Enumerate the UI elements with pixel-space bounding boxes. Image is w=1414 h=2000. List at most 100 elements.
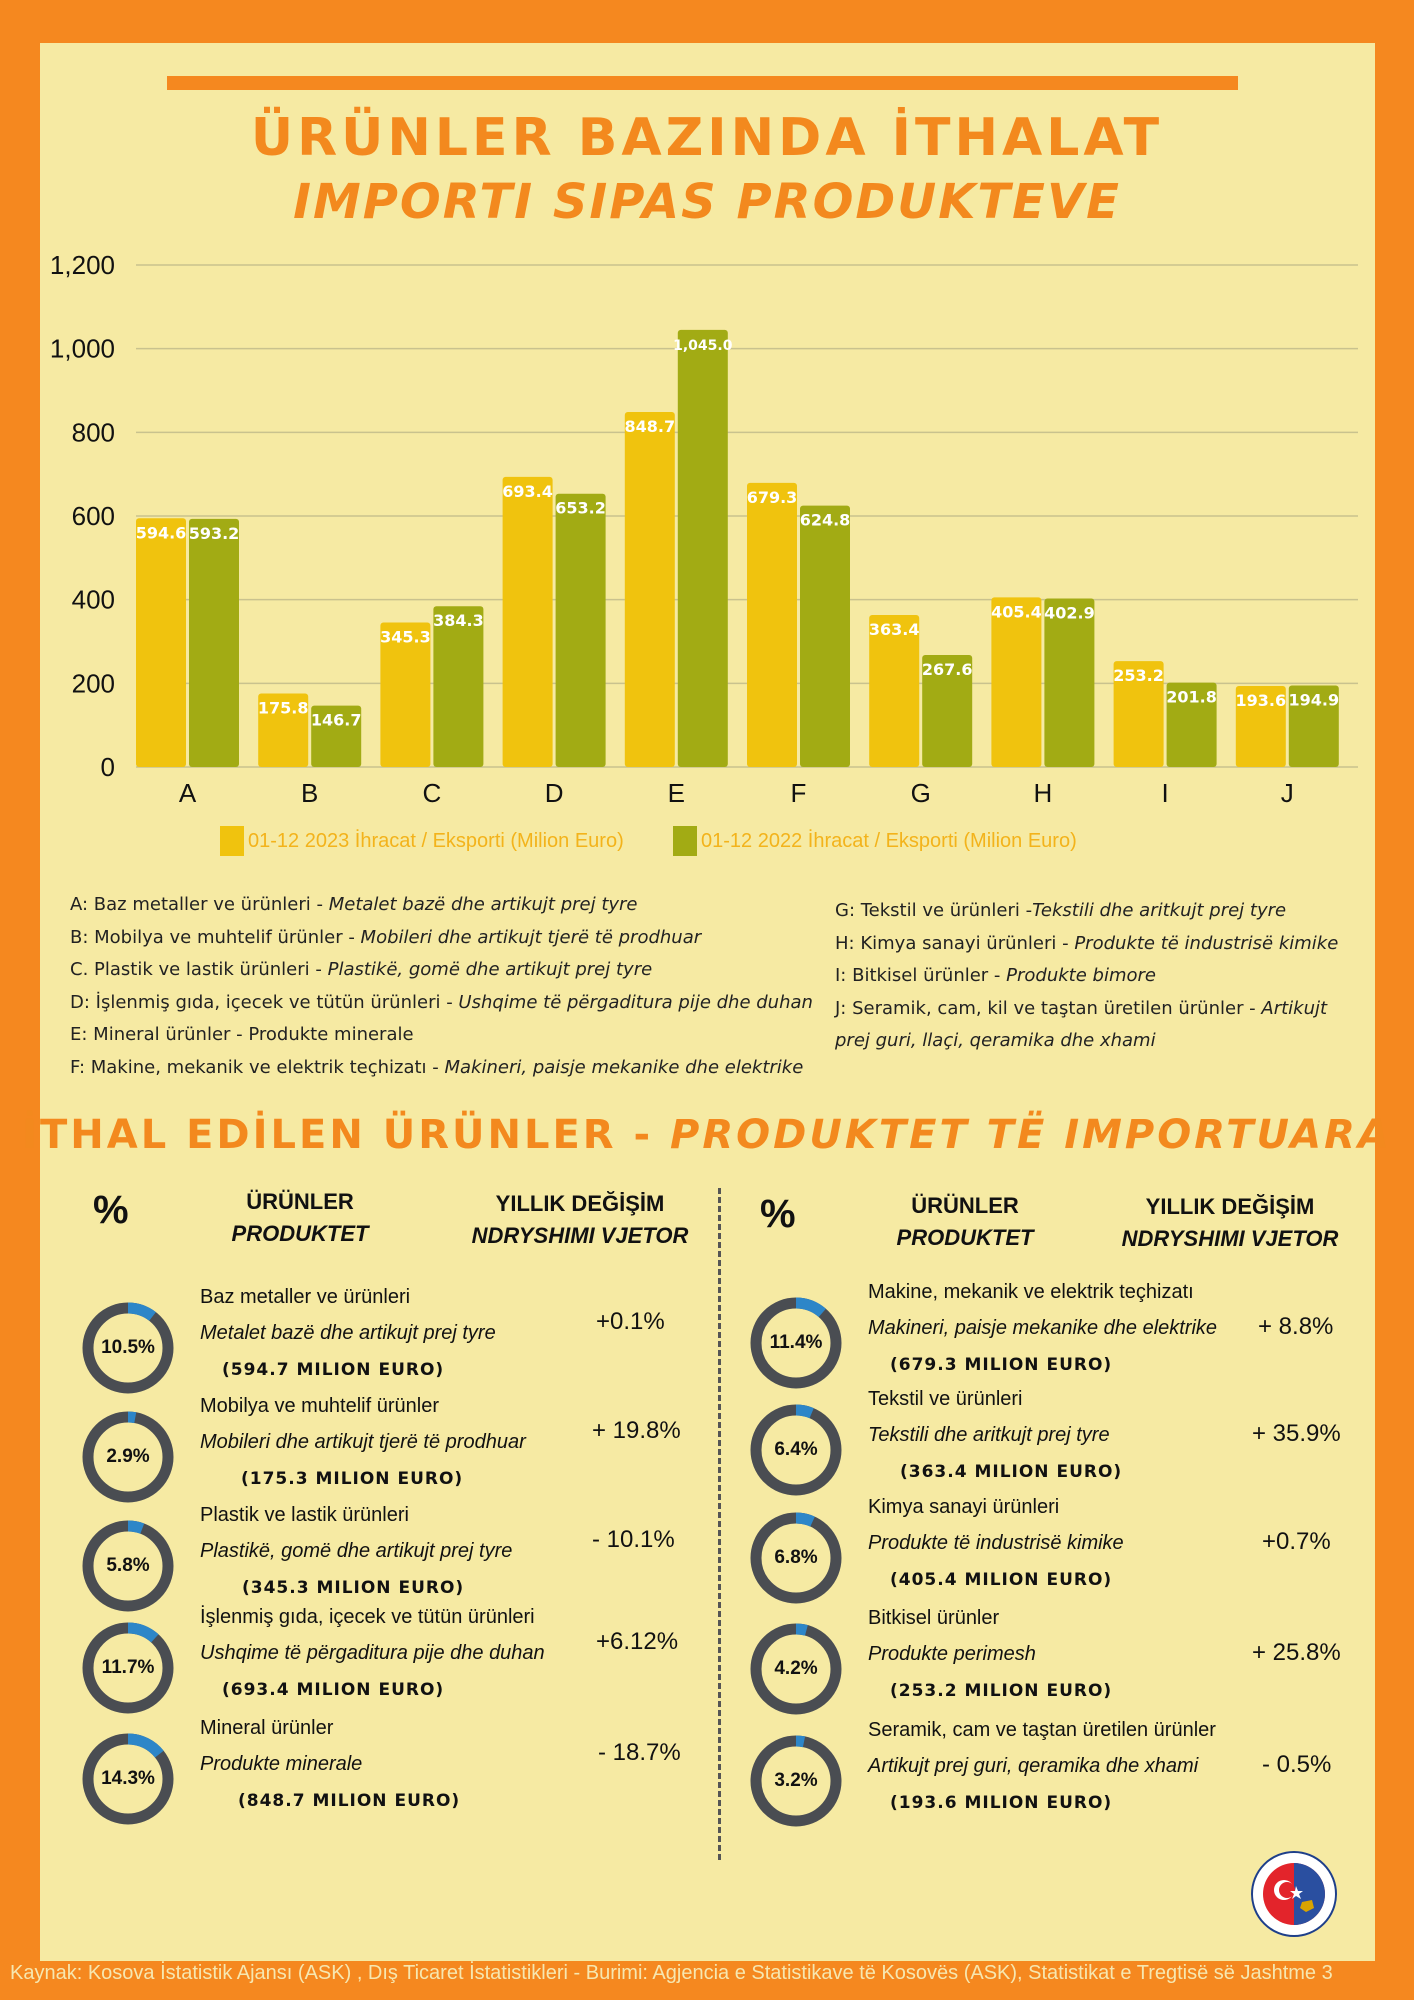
data-label: 267.6	[922, 660, 973, 679]
bar	[991, 597, 1042, 767]
data-label: 345.3	[380, 628, 431, 647]
bar	[624, 411, 675, 767]
data-label: 146.7	[311, 711, 362, 730]
definition-tr: I: Bitkisel ürünler -	[835, 965, 1007, 986]
share-percent: 6.8%	[774, 1547, 818, 1568]
change-header-tr: YILLIK DEĞİŞİM	[1145, 1194, 1315, 1219]
category-definitions-right: G: Tekstil ve ürünleri -Tekstili dhe ari…	[835, 895, 1338, 1058]
data-label: 1,045.0	[673, 338, 733, 354]
definition-al: Produkte të industrisë kimike	[1074, 932, 1339, 954]
pct-header-left: %	[93, 1188, 129, 1232]
x-tick-label: B	[301, 778, 318, 808]
product-name-tr: Seramik, cam ve taştan üretilen ürünler	[868, 1719, 1216, 1741]
product-value: (175.3 MILION EURO)	[241, 1469, 464, 1489]
category-definition: D: İşlenmiş gıda, içecek ve tütün ürünle…	[70, 987, 813, 1020]
share-ring-icon	[82, 1520, 174, 1612]
bar	[311, 705, 362, 767]
category-definition: C. Plastik ve lastik ürünleri - Plastikë…	[70, 954, 813, 987]
bar	[869, 614, 920, 767]
yearly-change: + 35.9%	[1252, 1420, 1341, 1447]
share-ring-icon	[82, 1733, 174, 1825]
definition-al: Produkte bimore	[1006, 965, 1156, 986]
data-label: 194.9	[1288, 690, 1339, 709]
section-title-al: PRODUKTET TË IMPORTUARA	[670, 1112, 1392, 1158]
products-header-left: ÜRÜNLER PRODUKTET	[200, 1186, 400, 1250]
yearly-change: - 10.1%	[592, 1526, 675, 1553]
definition-al: Plastikë, gomë dhe artikujt prej tyre	[327, 959, 653, 980]
definition-tr: J: Seramik, cam, kil ve taştan üretilen …	[835, 997, 1262, 1019]
column-divider	[718, 1188, 721, 1860]
bar	[922, 655, 973, 767]
definition-tr: C. Plastik ve lastik ürünleri -	[70, 959, 328, 980]
legend-2023: 01-12 2023 İhracat / Eksporti (Milion Eu…	[220, 826, 624, 856]
change-header-al: NDRYSHIMI VJETOR	[1121, 1226, 1339, 1251]
data-label: 624.8	[800, 511, 851, 530]
share-ring-icon	[750, 1512, 842, 1604]
data-label: 363.4	[869, 620, 920, 639]
page-subtitle: IMPORTI SIPAS PRODUKTEVE	[293, 174, 1121, 230]
product-name-al: Ushqime të përgaditura pije dhe duhan	[200, 1642, 545, 1664]
data-label: 594.6	[136, 523, 187, 542]
definition-al: Artikujt	[1261, 997, 1328, 1019]
share-percent: 2.9%	[106, 1446, 150, 1467]
definition-tr: D: İşlenmiş gıda, içecek ve tütün ürünle…	[70, 991, 459, 1013]
data-label: 848.7	[624, 417, 675, 436]
share-ring-icon	[82, 1411, 174, 1503]
category-definition: B: Mobilya ve muhtelif ürünler - Mobiler…	[70, 922, 813, 955]
legend-label-2023: 01-12 2023 İhracat / Eksporti (Milion Eu…	[248, 829, 624, 852]
yearly-change: + 8.8%	[1258, 1313, 1334, 1340]
bar	[258, 693, 309, 767]
product-name-al: Artikujt prej guri, qeramika dhe xhami	[868, 1755, 1199, 1777]
product-name-al: Produkte të industrisë kimike	[868, 1532, 1124, 1554]
products-header-al: PRODUKTET	[231, 1221, 369, 1246]
definition-al: Mobileri dhe artikujt tjerë të prodhuar	[360, 926, 702, 948]
share-percent: 11.4%	[769, 1332, 823, 1353]
legend-swatch-2023	[220, 826, 244, 856]
product-name-tr: Mineral ürünler	[200, 1717, 334, 1739]
y-tick-label: 1,000	[50, 334, 115, 364]
category-definitions-left: A: Baz metaller ve ürünleri - Metalet ba…	[70, 889, 813, 1084]
data-label: 653.2	[555, 499, 606, 518]
data-label: 402.9	[1044, 603, 1095, 622]
yearly-change: - 18.7%	[598, 1739, 681, 1766]
category-definition: G: Tekstil ve ürünleri -Tekstili dhe ari…	[835, 895, 1338, 928]
bar	[380, 622, 431, 767]
y-tick-label: 600	[72, 501, 115, 531]
product-name-al: Metalet bazë dhe artikujt prej tyre	[200, 1322, 496, 1344]
legend-2022: 01-12 2022 İhracat / Eksporti (Milion Eu…	[673, 826, 1077, 856]
product-name-al: Plastikë, gomë dhe artikujt prej tyre	[200, 1540, 513, 1562]
definition-al: Ushqime të përgaditura pije dhe duhan	[458, 991, 813, 1013]
change-header-tr: YILLIK DEĞİŞİM	[495, 1191, 665, 1216]
x-tick-label: D	[545, 778, 564, 808]
section-title: İTHAL EDİLEN ÜRÜNLER - PRODUKTET TË IMPO…	[0, 1112, 1414, 1158]
page-title: ÜRÜNLER BAZINDA İTHALAT	[250, 108, 1164, 168]
x-tick-label: J	[1281, 778, 1294, 808]
definition-al: Makineri, paisje mekanike dhe elektrike	[444, 1056, 804, 1078]
share-percent: 11.7%	[101, 1657, 155, 1678]
definition-tr: H: Kimya sanayi ürünleri -	[835, 932, 1075, 954]
share-percent: 5.8%	[106, 1555, 150, 1576]
x-tick-label: C	[423, 778, 442, 808]
section-title-tr: İTHAL EDİLEN ÜRÜNLER -	[22, 1112, 671, 1158]
legend-label-2022: 01-12 2022 İhracat / Eksporti (Milion Eu…	[701, 829, 1077, 852]
y-tick-label: 400	[72, 585, 115, 615]
share-ring-icon	[750, 1297, 842, 1389]
share-ring-icon	[750, 1404, 842, 1496]
share-ring-icon	[750, 1623, 842, 1715]
product-value: (693.4 MILION EURO)	[222, 1680, 445, 1700]
share-percent: 4.2%	[774, 1658, 818, 1679]
yearly-change: + 19.8%	[592, 1417, 681, 1444]
x-tick-label: I	[1161, 778, 1168, 808]
category-definition: E: Mineral ürünler - Produkte minerale	[70, 1019, 813, 1052]
definition-tr: G: Tekstil ve ürünleri -	[835, 900, 1033, 921]
bar	[555, 493, 606, 767]
legend-swatch-2022	[673, 826, 697, 856]
category-definition: F: Makine, mekanik ve elektrik teçhizatı…	[70, 1052, 813, 1085]
products-header-right: ÜRÜNLER PRODUKTET	[865, 1190, 1065, 1254]
pct-header-right: %	[760, 1192, 796, 1236]
products-header-al: PRODUKTET	[896, 1225, 1034, 1250]
data-label: 201.8	[1166, 688, 1217, 707]
definition-al: Metalet bazë dhe artikujt prej tyre	[328, 894, 638, 915]
definition-tr: A: Baz metaller ve ürünleri -	[70, 894, 329, 915]
definition-tr: E: Mineral ürünler - Produkte minerale	[70, 1024, 414, 1045]
